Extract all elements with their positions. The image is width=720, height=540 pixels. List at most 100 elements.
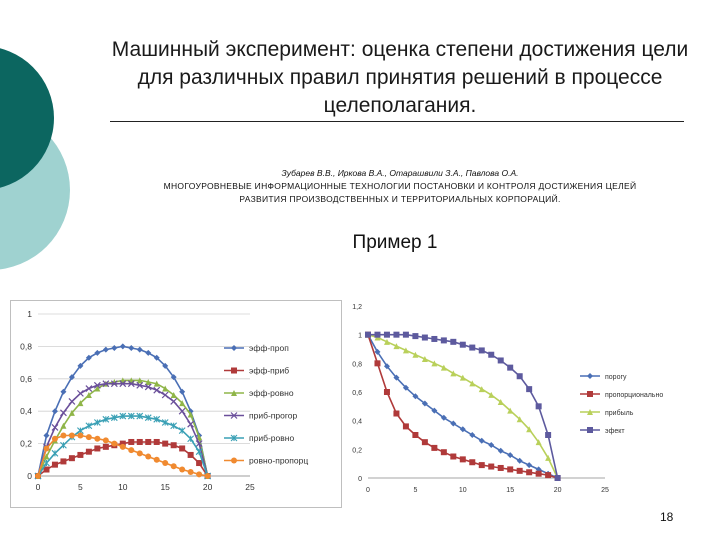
data-point: [440, 337, 447, 344]
y-tick-label: 1,2: [352, 304, 362, 311]
y-tick-label: 0,4: [20, 406, 32, 416]
x-tick-label: 20: [554, 487, 562, 494]
data-point: [60, 409, 67, 417]
data-point: [93, 419, 101, 426]
data-point: [162, 362, 169, 369]
data-point: [162, 460, 169, 467]
data-point: [144, 383, 152, 391]
data-point: [195, 448, 203, 456]
data-point: [469, 344, 476, 351]
data-point: [374, 331, 381, 338]
y-tick-label: 0,6: [20, 374, 32, 384]
data-point: [545, 432, 552, 438]
data-point: [136, 438, 143, 445]
data-point: [383, 331, 390, 338]
data-point: [450, 370, 457, 377]
data-point: [136, 346, 143, 353]
data-point: [402, 423, 409, 430]
data-point: [450, 453, 457, 460]
data-point: [43, 445, 50, 452]
data-point: [43, 466, 50, 473]
x-tick-label: 0: [366, 487, 370, 494]
data-point: [60, 458, 67, 465]
data-point: [497, 399, 504, 406]
data-point: [85, 422, 93, 430]
data-point: [459, 341, 466, 348]
data-point: [153, 354, 160, 361]
data-point: [195, 440, 203, 448]
data-point: [516, 416, 523, 423]
data-point: [459, 456, 466, 463]
data-point: [554, 475, 561, 481]
y-tick-label: 0,4: [352, 419, 362, 426]
data-point: [60, 422, 67, 429]
data-point: [94, 349, 101, 356]
data-point: [43, 459, 50, 467]
data-point: [421, 439, 428, 446]
data-point: [119, 343, 126, 350]
data-point: [144, 414, 152, 422]
legend-label: приб-ровно: [249, 433, 294, 443]
legend-marker: [231, 390, 237, 396]
data-point: [153, 386, 161, 394]
legend-label: прибыль: [605, 409, 634, 417]
data-point: [60, 388, 67, 395]
data-point: [93, 381, 101, 389]
data-point: [478, 347, 485, 354]
data-point: [145, 453, 152, 460]
y-tick-label: 0,6: [352, 390, 362, 397]
data-point: [77, 432, 84, 439]
data-point: [469, 459, 476, 466]
data-point: [421, 356, 428, 363]
data-point: [478, 437, 485, 444]
data-point: [412, 432, 419, 438]
data-point: [68, 398, 76, 405]
data-point: [516, 373, 523, 380]
data-point: [127, 380, 135, 388]
data-point: [170, 374, 177, 381]
y-tick-label: 0,2: [20, 439, 32, 449]
data-point: [187, 468, 194, 475]
legend-marker: [230, 434, 238, 442]
legend-label: эфект: [605, 428, 625, 435]
data-point: [393, 331, 400, 338]
data-point: [450, 420, 457, 427]
legend-marker: [231, 457, 237, 464]
x-tick-label: 5: [78, 482, 83, 492]
data-point: [545, 454, 552, 461]
data-point: [459, 426, 466, 433]
series-3: [365, 331, 561, 481]
data-point: [507, 364, 514, 371]
data-point: [535, 403, 542, 410]
x-tick-label: 25: [245, 482, 255, 492]
data-point: [128, 447, 135, 454]
data-point: [545, 472, 552, 479]
data-point: [136, 450, 143, 457]
dark-teal-circle: [0, 48, 54, 188]
data-point: [43, 432, 50, 439]
legend-marker: [587, 391, 593, 397]
chart-left: 00,20,40,60,810 5 10 15 20 25эфф-пропэфф-приб…: [10, 300, 342, 508]
data-point: [145, 379, 152, 386]
data-point: [488, 463, 495, 470]
title-underline: [110, 121, 684, 122]
data-point: [60, 441, 67, 449]
data-point: [77, 451, 84, 458]
data-point: [161, 391, 169, 399]
data-point: [111, 440, 118, 447]
data-point: [128, 438, 135, 445]
data-point: [440, 414, 447, 421]
data-point: [421, 400, 428, 407]
data-point: [469, 432, 476, 438]
data-point: [478, 386, 485, 393]
data-point: [488, 442, 495, 449]
data-point: [507, 466, 514, 473]
x-tick-label: 0: [36, 482, 41, 492]
legend-label: эфф-приб: [249, 366, 289, 376]
data-point: [102, 380, 110, 388]
series-1: [365, 331, 561, 481]
data-point: [412, 333, 419, 340]
data-point: [507, 452, 514, 459]
y-tick-label: 1: [358, 333, 362, 340]
data-point: [110, 414, 118, 422]
